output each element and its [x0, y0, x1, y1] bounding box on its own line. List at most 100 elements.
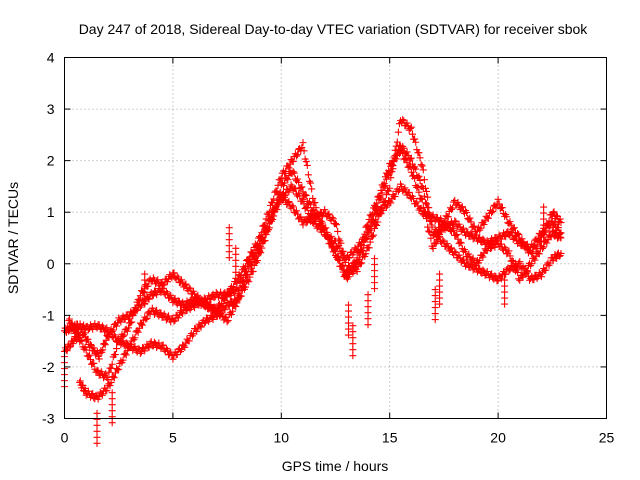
data-point — [413, 198, 421, 206]
data-point — [221, 306, 229, 314]
data-point — [289, 168, 297, 176]
data-point — [371, 261, 379, 269]
data-point — [364, 291, 372, 299]
data-point — [519, 273, 527, 281]
data-point — [372, 215, 380, 223]
data-point — [352, 259, 360, 267]
data-point — [391, 154, 399, 162]
data-point — [101, 341, 109, 349]
data-point — [364, 297, 372, 305]
data-point — [361, 253, 369, 261]
data-point — [554, 224, 562, 232]
data-point — [143, 314, 151, 322]
data-point — [113, 322, 121, 330]
data-point — [387, 199, 395, 207]
data-point — [93, 427, 101, 435]
y-axis-label: SDTVAR / TECUs — [5, 182, 21, 294]
data-point — [121, 315, 129, 323]
data-point — [366, 226, 374, 234]
data-point — [453, 230, 461, 238]
data-point — [240, 279, 248, 287]
data-point — [93, 439, 101, 447]
data-point — [225, 224, 233, 232]
data-point — [375, 211, 383, 219]
data-point — [441, 217, 449, 225]
series-spikes — [61, 203, 548, 447]
data-point — [480, 221, 488, 229]
data-point — [399, 116, 407, 124]
series-trace-4 — [65, 146, 565, 384]
data-point — [421, 199, 429, 207]
data-point — [291, 185, 299, 193]
data-point — [552, 253, 560, 261]
data-point — [183, 307, 191, 315]
data-point — [348, 267, 356, 275]
data-point — [543, 239, 551, 247]
data-point — [371, 273, 379, 281]
data-point — [515, 259, 523, 267]
data-point — [257, 242, 265, 250]
data-point — [95, 355, 103, 363]
data-point — [540, 243, 548, 251]
y-tick-label: -3 — [42, 411, 55, 427]
data-point — [540, 227, 548, 235]
data-point — [403, 159, 411, 167]
data-point — [345, 301, 353, 309]
data-point — [334, 252, 342, 260]
data-point — [418, 195, 426, 203]
data-point — [297, 184, 305, 192]
data-point — [214, 307, 222, 315]
data-point — [108, 407, 116, 415]
data-point — [108, 401, 116, 409]
data-point — [141, 270, 149, 278]
data-point — [80, 329, 88, 337]
x-axis-label: GPS time / hours — [282, 458, 389, 474]
data-point — [233, 298, 241, 306]
data-point — [373, 199, 381, 207]
data-point — [292, 152, 300, 160]
data-point — [77, 336, 85, 344]
data-point — [307, 179, 315, 187]
data-point — [421, 184, 429, 192]
data-point — [353, 254, 361, 262]
data-point — [110, 374, 118, 382]
data-point — [371, 285, 379, 293]
data-point — [519, 238, 527, 246]
data-point — [484, 214, 492, 222]
data-point — [141, 347, 149, 355]
data-point — [178, 276, 186, 284]
data-point — [304, 171, 312, 179]
y-tick-label: -2 — [42, 359, 55, 375]
data-point — [129, 312, 137, 320]
data-point — [372, 203, 380, 211]
data-point — [219, 293, 227, 301]
data-point — [445, 222, 453, 230]
data-point — [120, 331, 128, 339]
data-point — [367, 212, 375, 220]
data-point — [185, 284, 193, 292]
data-point — [466, 214, 474, 222]
data-point — [380, 180, 388, 188]
data-point — [298, 183, 306, 191]
data-point — [479, 235, 487, 243]
data-point — [159, 341, 167, 349]
data-point — [458, 203, 466, 211]
data-point — [509, 225, 517, 233]
data-point — [371, 279, 379, 287]
data-point — [391, 146, 399, 154]
data-point — [289, 203, 297, 211]
data-point — [479, 266, 487, 274]
x-tick-label: 5 — [169, 430, 177, 446]
data-point — [364, 309, 372, 317]
data-point — [90, 344, 98, 352]
data-point — [424, 223, 432, 231]
data-point — [196, 322, 204, 330]
data-point — [436, 294, 444, 302]
data-point — [498, 204, 506, 212]
data-point — [157, 309, 165, 317]
data-point — [539, 244, 547, 252]
data-point — [516, 276, 524, 284]
data-point — [501, 243, 509, 251]
y-tick-label: 4 — [47, 50, 55, 66]
